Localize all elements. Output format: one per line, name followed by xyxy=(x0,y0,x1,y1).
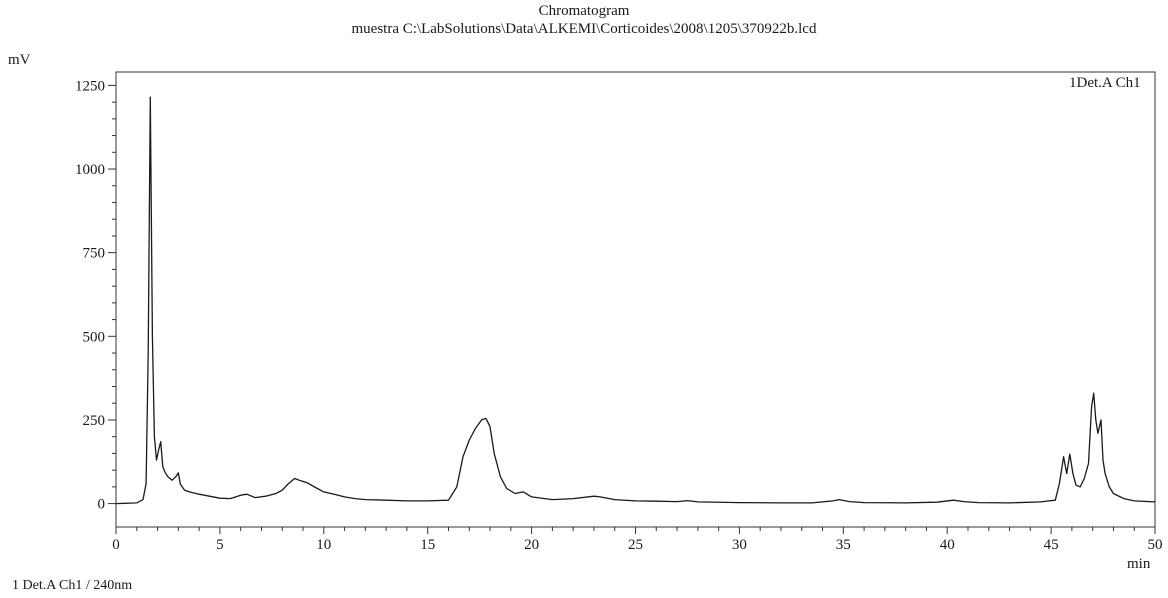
y-axis-label: mV xyxy=(8,52,31,68)
detector-footer: 1 Det.A Ch1 / 240nm xyxy=(12,578,133,593)
x-tick-label: 50 xyxy=(1148,537,1163,553)
x-axis-label: min xyxy=(1127,556,1151,572)
y-tick-label: 500 xyxy=(83,329,106,345)
x-tick-label: 30 xyxy=(732,537,747,553)
y-tick-label: 750 xyxy=(83,246,106,262)
x-tick-label: 40 xyxy=(940,537,955,553)
series-line-1det-a-ch1 xyxy=(115,96,1156,505)
plot-frame xyxy=(115,71,1156,528)
x-tick-label: 20 xyxy=(524,537,539,553)
x-tick-label: 0 xyxy=(112,537,120,553)
y-axis: 0 250 500 750 1000 1250 xyxy=(75,78,116,513)
y-tick-label: 1000 xyxy=(75,162,105,178)
x-tick-label: 10 xyxy=(316,537,331,553)
legend-entry: 1Det.A Ch1 xyxy=(1069,75,1141,91)
x-tick-label: 5 xyxy=(216,537,224,553)
chart-subtitle: muestra C:\LabSolutions\Data\ALKEMI\Cort… xyxy=(351,21,817,37)
x-tick-label: 35 xyxy=(836,537,851,553)
y-tick-label: 250 xyxy=(83,413,106,429)
x-tick-label: 45 xyxy=(1044,537,1059,553)
chart-title: Chromatogram xyxy=(538,3,630,19)
x-tick-label: 25 xyxy=(628,537,643,553)
x-tick-label: 15 xyxy=(420,537,435,553)
x-axis: 0 5 10 15 20 25 30 35 40 45 50 xyxy=(112,527,1163,553)
y-tick-label: 1250 xyxy=(75,78,105,94)
y-tick-label: 0 xyxy=(98,497,106,513)
